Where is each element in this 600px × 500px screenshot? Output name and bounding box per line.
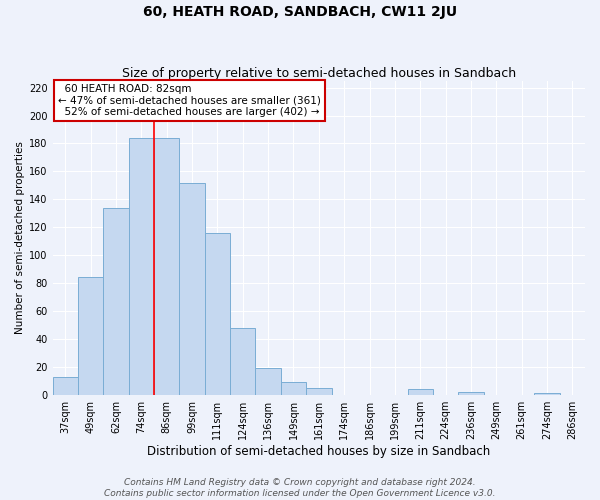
Bar (256, 368, 281, 394)
Text: 60 HEATH ROAD: 82sqm
← 47% of semi-detached houses are smaller (361)
  52% of se: 60 HEATH ROAD: 82sqm ← 47% of semi-detac… (58, 84, 321, 117)
Text: Contains HM Land Registry data © Crown copyright and database right 2024.
Contai: Contains HM Land Registry data © Crown c… (104, 478, 496, 498)
Bar (458, 392, 484, 394)
Bar (179, 182, 205, 394)
Bar (103, 208, 129, 394)
Bar (53, 376, 78, 394)
X-axis label: Distribution of semi-detached houses by size in Sandbach: Distribution of semi-detached houses by … (147, 444, 490, 458)
Bar (407, 389, 433, 394)
Title: Size of property relative to semi-detached houses in Sandbach: Size of property relative to semi-detach… (122, 66, 516, 80)
Bar (129, 138, 154, 394)
Bar (154, 138, 179, 394)
Bar (230, 328, 256, 394)
Bar (306, 388, 332, 394)
Y-axis label: Number of semi-detached properties: Number of semi-detached properties (15, 142, 25, 334)
Bar (281, 382, 306, 394)
Text: 60, HEATH ROAD, SANDBACH, CW11 2JU: 60, HEATH ROAD, SANDBACH, CW11 2JU (143, 5, 457, 19)
Bar (205, 233, 230, 394)
Bar (78, 278, 103, 394)
